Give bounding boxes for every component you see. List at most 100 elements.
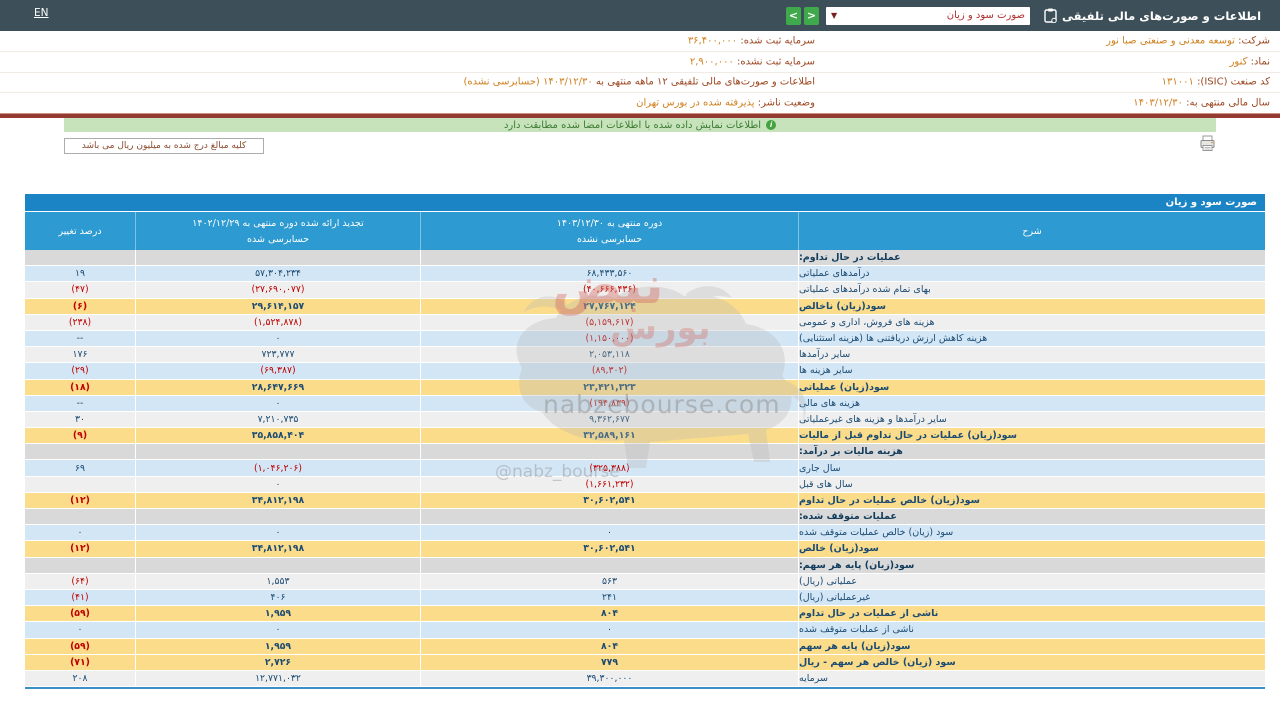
table-row: هزینه مالیات بر درآمد: — [25, 444, 1265, 461]
cell-description: هزینه مالیات بر درآمد: — [798, 444, 1265, 460]
cell-percent-change: (۵۹) — [70, 608, 90, 620]
fiscal-year-value: ۱۴۰۳/۱۲/۳۰ — [1133, 97, 1183, 109]
table-row: (۴۷) (۲۷,۶۹۰,۰۷۷) (۴۰,۶۶۶,۴۳۶) بهای تمام… — [25, 282, 1265, 299]
cell-current-period-value: ۲۷,۷۶۷,۱۲۴ — [420, 298, 798, 314]
table-row: -- ۰ (۱,۱۵۰,۰۰۰) هزینه کاهش ارزش دریافتن… — [25, 330, 1265, 348]
page-title: اطلاعات و صورت‌های مالی تلفیقی — [1062, 8, 1262, 23]
cell-prior-period-value: ۳۴,۸۱۲,۱۹۸ — [135, 492, 420, 508]
table-row: (۷۱) ۲,۷۲۶ ۷۷۹ سود (زیان) خالص هر سهم - … — [25, 654, 1265, 671]
cell-percent-change: (۱۲) — [70, 494, 90, 506]
cell-current-period-value: ۶۸,۴۳۳,۵۶۰ — [420, 266, 798, 282]
cell-description: سود (زیان) خالص عملیات متوقف شده — [798, 525, 1265, 541]
cell-prior-period-value — [135, 250, 420, 266]
table-row: ۰ ۰ ۰ ناشی از عملیات متوقف شده — [25, 622, 1265, 639]
cell-current-period-value: ۸۰۴ — [420, 606, 798, 622]
cell-description: سود(زیان) خالص — [798, 541, 1265, 557]
cell-current-period-value: ۲,۰۵۳,۱۱۸ — [420, 347, 798, 363]
cell-percent-change: (۲۳۸) — [68, 316, 92, 328]
cell-prior-period-value — [135, 557, 420, 573]
registered-capital-value: ۳۶,۴۰۰,۰۰۰ — [687, 35, 738, 47]
cell-percent-change: (۷۱) — [70, 656, 90, 668]
cell-percent-change: -- — [76, 333, 84, 345]
cell-current-period-value: ۷۷۹ — [420, 654, 798, 670]
cell-prior-period-value: ۱۲,۷۷۱,۰۳۲ — [135, 670, 420, 687]
cell-description: هزینه کاهش ارزش دریافتنی ها (هزینه استثن… — [798, 330, 1265, 347]
cell-current-period-value: ۰ — [420, 622, 798, 638]
print-icon[interactable] — [1200, 135, 1215, 156]
table-row: (۱۲) ۳۴,۸۱۲,۱۹۸ ۳۰,۶۰۲,۵۴۱ سود(زیان) خال… — [25, 541, 1265, 558]
signature-match-banner: i اطلاعات نمایش داده شده با اطلاعات امضا… — [64, 118, 1216, 132]
cell-prior-period-value: ۳۴,۸۱۲,۱۹۸ — [135, 541, 420, 557]
cell-current-period-value: (۳۲۵,۳۸۸) — [420, 460, 798, 476]
language-switch-link[interactable]: EN — [34, 7, 49, 19]
cell-prior-period-value: ۰ — [135, 525, 420, 541]
statement-period-label: اطلاعات و صورت‌های مالی تلفیقی ۱۲ ماهه م… — [595, 76, 815, 88]
table-row: (۹) ۳۵,۸۵۸,۴۰۴ ۳۲,۵۸۹,۱۶۱ سود(زیان) عملی… — [25, 428, 1265, 445]
cell-current-period-value: ۳۰,۶۰۲,۵۴۱ — [420, 541, 798, 557]
cell-current-period-value: ۰ — [420, 525, 798, 541]
table-title: صورت سود و زیان — [25, 194, 1265, 211]
cell-current-period-value — [420, 250, 798, 266]
header-prior-line2: حسابرسی شده — [247, 233, 309, 245]
header-description: شرح — [798, 212, 1265, 250]
info-row-company: سرمایه ثبت شده: ۳۶,۴۰۰,۰۰۰ شرکت: توسعه م… — [0, 31, 1280, 52]
cell-description: ناشی از عملیات در حال تداوم — [798, 606, 1265, 622]
cell-prior-period-value: ۰ — [135, 622, 420, 638]
cell-description: عملیات در حال تداوم: — [798, 250, 1265, 266]
cell-prior-period-value: ۲۸,۶۴۷,۶۶۹ — [135, 379, 420, 395]
cell-description: ناشی از عملیات متوقف شده — [798, 622, 1265, 638]
cell-description: سود(زیان) پایه هر سهم: — [798, 557, 1265, 573]
table-row: ۰ ۰ ۰ سود (زیان) خالص عملیات متوقف شده — [25, 525, 1265, 542]
table-row: (۶۴) ۱,۵۵۳ ۵۶۳ عملیاتی (ریال) — [25, 573, 1265, 590]
signature-match-text: اطلاعات نمایش داده شده با اطلاعات امضا ش… — [503, 119, 762, 131]
cell-prior-period-value: ۴۰۶ — [135, 589, 420, 606]
profit-loss-table: صورت سود و زیان درصد تغییر تجدید ارائه ش… — [25, 194, 1265, 690]
cell-current-period-value: ۹,۳۶۲,۶۷۷ — [420, 411, 798, 428]
cell-percent-change — [25, 250, 135, 265]
table-row: عملیات متوقف شده: — [25, 509, 1265, 526]
cell-description: هزینه های فروش، اداری و عمومی — [798, 314, 1265, 330]
unregistered-capital-label: سرمایه ثبت نشده: — [737, 56, 815, 68]
cell-description: درآمدهای عملیاتی — [798, 266, 1265, 282]
note-row: کلیه مبالغ درج شده به میلیون ریال می باش… — [0, 132, 1280, 160]
cell-prior-period-value: ۳۵,۸۵۸,۴۰۴ — [135, 428, 420, 444]
prev-statement-button[interactable]: < — [786, 6, 801, 25]
header-change: درصد تغییر — [58, 225, 102, 237]
statement-period-value: ۱۴۰۳/۱۲/۳۰ (حسابرسی نشده) — [463, 76, 593, 88]
header-prior-line1: تجدید ارائه شده دوره منتهی به ۱۴۰۲/۱۲/۲۹ — [192, 217, 364, 229]
cell-prior-period-value: ۰ — [135, 330, 420, 347]
pl-table-rows: عملیات در حال تداوم: ۱۹ ۵۷,۳۰۴,۲۳۴ ۶۸,۴۳… — [25, 250, 1265, 690]
cell-description: عملیاتی (ریال) — [798, 573, 1265, 589]
cell-description: سود(زیان) خالص عملیات در حال تداوم — [798, 492, 1265, 508]
cell-description: سود(زیان) عملیاتی — [798, 379, 1265, 395]
company-label: شرکت: — [1238, 35, 1270, 47]
cell-prior-period-value: (۱,۵۲۴,۸۷۸) — [135, 314, 420, 330]
statement-select-value: صورت سود و زیان — [946, 10, 1025, 21]
symbol-value: کنور — [1229, 56, 1248, 68]
table-row: (۲۳۸) (۱,۵۲۴,۸۷۸) (۵,۱۵۹,۶۱۷) هزینه های … — [25, 314, 1265, 331]
navbar-controls: < > ▼ صورت سود و زیان اطلاعات و صورت‌های… — [786, 6, 1261, 25]
unregistered-capital-value: ۲,۹۰۰,۰۰۰ — [689, 56, 734, 68]
cell-prior-period-value: ۵۷,۳۰۴,۲۳۴ — [135, 266, 420, 282]
cell-percent-change: ۰ — [77, 624, 83, 636]
header-current-line1: دوره منتهی به ۱۴۰۳/۱۲/۳۰ — [556, 217, 663, 229]
next-statement-button[interactable]: > — [804, 6, 819, 25]
table-row: ۱۹ ۵۷,۳۰۴,۲۳۴ ۶۸,۴۳۳,۵۶۰ درآمدهای عملیات… — [25, 266, 1265, 283]
cell-percent-change: (۶۴) — [71, 575, 89, 587]
cell-percent-change: (۹) — [72, 430, 88, 442]
cell-percent-change: (۴۱) — [71, 592, 89, 604]
table-row: (۱۲) ۳۴,۸۱۲,۱۹۸ ۳۰,۶۰۲,۵۴۱ سود(زیان) خال… — [25, 492, 1265, 509]
cell-percent-change: ۰ — [77, 527, 83, 539]
cell-percent-change: (۲۹) — [71, 365, 89, 377]
statement-select-dropdown[interactable]: ▼ صورت سود و زیان — [826, 6, 1030, 25]
cell-prior-period-value: (۶۹,۳۸۷) — [135, 363, 420, 379]
cell-current-period-value: (۱,۶۶۱,۲۳۲) — [420, 476, 798, 492]
cell-prior-period-value: ۱,۵۵۳ — [135, 573, 420, 589]
table-row: (۵۹) ۱,۹۵۹ ۸۰۴ ناشی از عملیات در حال تدا… — [25, 606, 1265, 623]
cell-description: بهای تمام شده درآمدهای عملیاتی — [798, 282, 1265, 298]
info-icon: i — [766, 120, 777, 130]
cell-current-period-value — [420, 444, 798, 460]
cell-percent-change — [25, 509, 135, 524]
cell-current-period-value: ۸۰۴ — [420, 638, 798, 654]
